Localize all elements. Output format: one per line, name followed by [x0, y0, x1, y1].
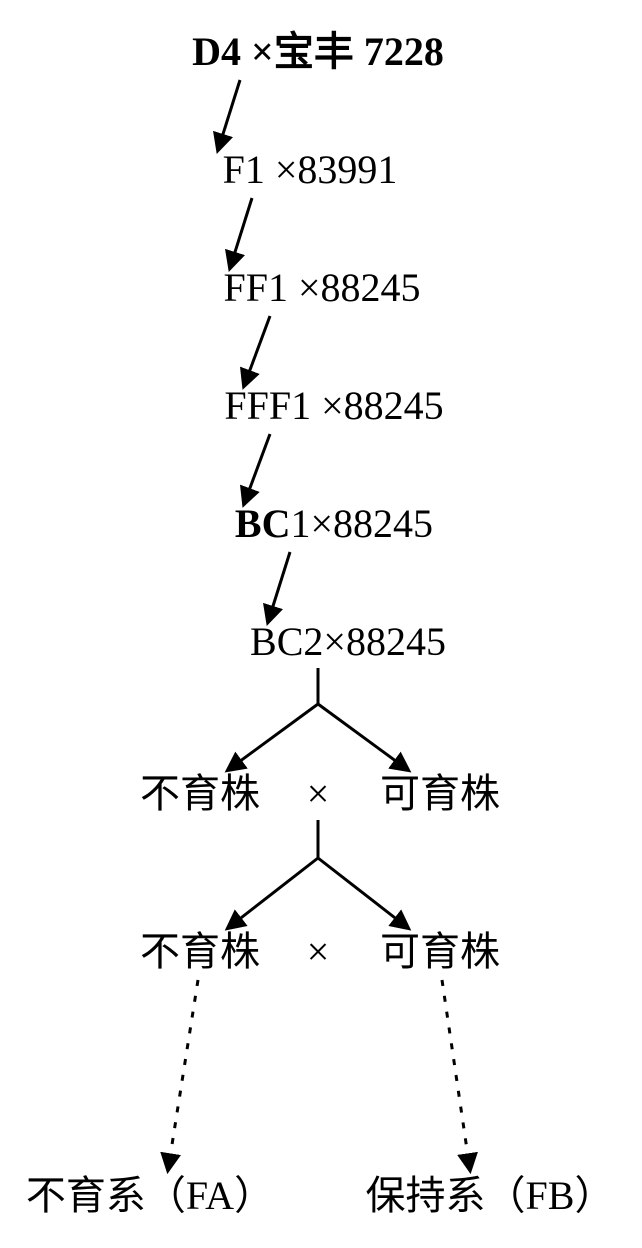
flow-node-n0: D4 ×宝丰 7228 [192, 29, 444, 74]
flow-node-n4: BC1×88245 [235, 501, 433, 546]
flow-edge [442, 980, 470, 1170]
flow-node-n6a: 不育株 [140, 771, 260, 816]
flow-edge [244, 434, 270, 504]
flow-edge [230, 198, 252, 268]
flow-edge [318, 858, 408, 928]
flow-edge [244, 316, 270, 386]
flow-edge [168, 980, 198, 1170]
flow-node-n5: BC2×88245 [250, 619, 446, 664]
breeding-flowchart: D4 ×宝丰 7228 F1 ×83991 FF1 ×88245 FFF1 ×8824… [0, 0, 642, 1248]
flow-edge [228, 858, 318, 928]
flow-node-n6x: × [307, 771, 330, 816]
flow-edge [228, 704, 318, 770]
flow-node-n2: FF1 ×88245 [223, 265, 420, 310]
flow-node-n6b: 可育株 [380, 771, 500, 816]
flow-edge [218, 80, 240, 150]
flow-node-n1: F1 ×83991 [223, 147, 398, 192]
flow-node-n3: FFF1 ×88245 [224, 383, 443, 428]
flow-edge [268, 552, 290, 622]
flow-node-n7x: × [307, 929, 330, 974]
flow-node-n8b: 保持系（FB） [366, 1173, 615, 1218]
flow-node-n7a: 不育株 [140, 929, 260, 974]
flow-node-n8a: 不育系（FA） [26, 1173, 274, 1218]
flow-edge [318, 704, 408, 770]
flow-node-n7b: 可育株 [380, 929, 500, 974]
